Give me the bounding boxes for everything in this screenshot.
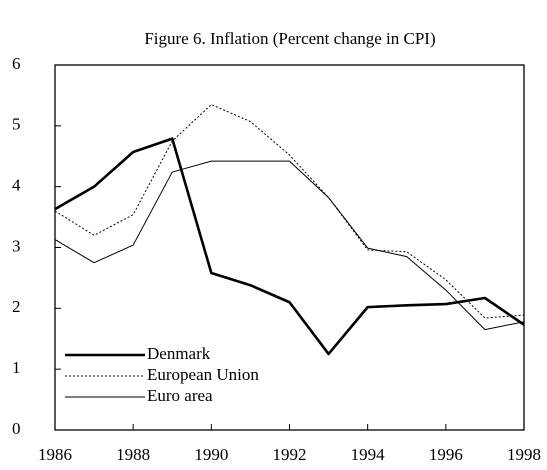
y-tick-label: 6 <box>12 54 21 73</box>
chart-title: Figure 6. Inflation (Percent change in C… <box>144 29 435 48</box>
series-line <box>54 137 525 356</box>
y-tick-label: 5 <box>12 115 21 134</box>
x-tick-label: 1988 <box>116 445 150 464</box>
y-tick-label: 3 <box>12 236 21 255</box>
legend-label: Denmark <box>147 344 211 363</box>
y-tick-label: 2 <box>12 297 21 316</box>
series-line <box>54 160 525 331</box>
x-tick-label: 1994 <box>351 445 386 464</box>
series-line <box>54 104 525 319</box>
legend-label: Euro area <box>147 386 213 405</box>
x-tick-label: 1996 <box>429 445 463 464</box>
x-tick-label: 1998 <box>507 445 541 464</box>
y-tick-label: 1 <box>12 358 21 377</box>
x-tick-label: 1992 <box>273 445 307 464</box>
x-tick-label: 1986 <box>38 445 72 464</box>
y-tick-label: 4 <box>12 176 21 195</box>
y-tick-label: 0 <box>12 419 21 438</box>
legend-label: European Union <box>147 365 259 384</box>
plot-frame <box>54 64 525 431</box>
x-tick-label: 1990 <box>194 445 228 464</box>
